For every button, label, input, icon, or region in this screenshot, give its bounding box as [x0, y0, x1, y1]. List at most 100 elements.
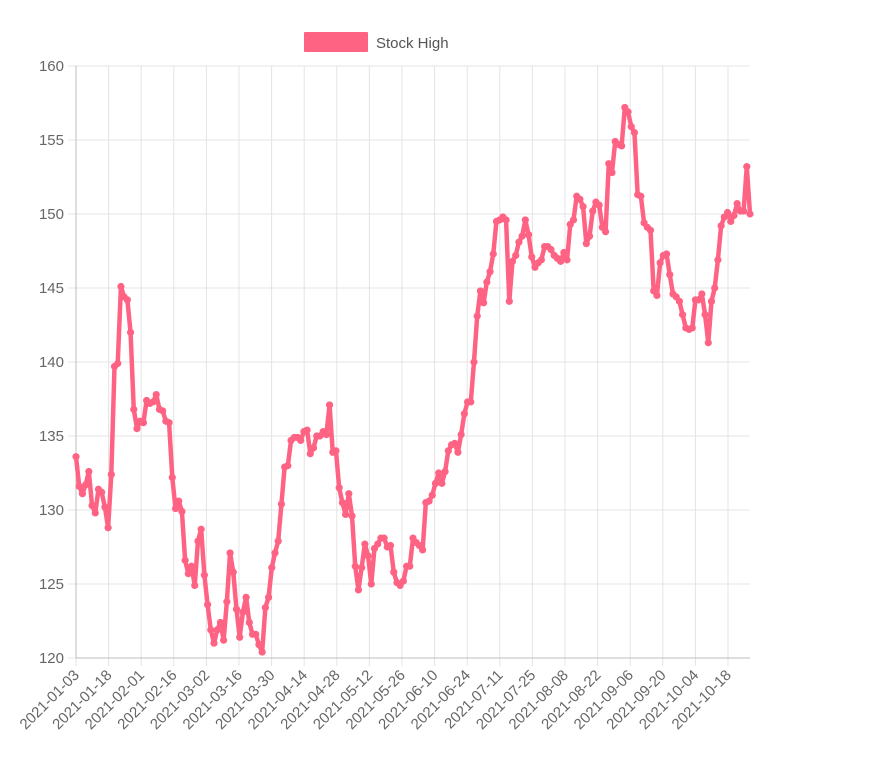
data-point[interactable]: [582, 240, 590, 248]
data-point[interactable]: [245, 618, 253, 627]
data-point[interactable]: [194, 537, 202, 545]
data-point[interactable]: [91, 509, 99, 517]
data-point[interactable]: [139, 419, 147, 427]
data-point[interactable]: [345, 490, 353, 498]
data-point[interactable]: [216, 618, 225, 627]
data-point[interactable]: [521, 216, 529, 224]
data-point[interactable]: [184, 570, 192, 578]
data-point[interactable]: [476, 287, 484, 295]
data-point[interactable]: [528, 253, 536, 261]
data-point[interactable]: [98, 488, 106, 496]
data-point[interactable]: [191, 581, 199, 590]
data-point[interactable]: [187, 562, 196, 570]
data-point[interactable]: [335, 484, 343, 492]
data-point[interactable]: [264, 593, 273, 601]
data-point[interactable]: [637, 192, 645, 200]
data-point[interactable]: [338, 499, 346, 507]
data-point[interactable]: [563, 256, 571, 264]
data-point[interactable]: [220, 636, 228, 644]
data-point[interactable]: [210, 639, 218, 647]
data-point[interactable]: [114, 359, 122, 368]
data-point[interactable]: [733, 200, 741, 208]
data-point[interactable]: [232, 605, 241, 613]
data-point[interactable]: [579, 203, 587, 211]
data-point[interactable]: [175, 497, 183, 505]
data-point[interactable]: [730, 211, 738, 220]
data-point[interactable]: [624, 108, 632, 116]
data-point[interactable]: [223, 598, 231, 606]
data-point[interactable]: [165, 419, 173, 427]
data-point[interactable]: [505, 297, 513, 305]
data-point[interactable]: [348, 512, 356, 520]
data-point[interactable]: [557, 257, 565, 265]
data-point[interactable]: [123, 296, 131, 304]
data-point[interactable]: [82, 481, 90, 489]
data-point[interactable]: [277, 500, 286, 508]
data-point[interactable]: [374, 540, 382, 548]
data-point[interactable]: [159, 407, 167, 415]
data-point[interactable]: [666, 271, 674, 279]
data-point[interactable]: [226, 549, 234, 557]
data-point[interactable]: [390, 568, 398, 576]
data-point[interactable]: [207, 626, 215, 634]
chart-legend[interactable]: Stock High: [304, 32, 449, 52]
data-point[interactable]: [309, 444, 318, 452]
data-point[interactable]: [306, 450, 314, 458]
data-point[interactable]: [608, 168, 616, 177]
data-point[interactable]: [258, 648, 266, 656]
data-point[interactable]: [431, 479, 440, 487]
data-point[interactable]: [88, 501, 96, 510]
data-point[interactable]: [358, 564, 366, 572]
data-point[interactable]: [457, 430, 465, 439]
data-point[interactable]: [361, 540, 369, 548]
data-point[interactable]: [515, 238, 523, 246]
data-point[interactable]: [585, 232, 594, 240]
data-point[interactable]: [441, 467, 449, 476]
legend-swatch-stock-high[interactable]: [304, 32, 368, 52]
data-point[interactable]: [701, 311, 709, 319]
data-point[interactable]: [502, 216, 510, 224]
data-point[interactable]: [78, 490, 87, 498]
data-point[interactable]: [325, 401, 334, 409]
data-point[interactable]: [117, 282, 125, 291]
data-point[interactable]: [152, 390, 160, 399]
data-point[interactable]: [518, 232, 526, 240]
data-point[interactable]: [229, 568, 237, 576]
data-point[interactable]: [85, 467, 93, 476]
legend-label-stock-high[interactable]: Stock High: [376, 35, 449, 52]
data-point[interactable]: [104, 524, 112, 532]
data-point[interactable]: [399, 577, 407, 585]
data-point[interactable]: [547, 245, 555, 254]
data-point[interactable]: [656, 259, 664, 267]
data-point[interactable]: [255, 641, 263, 649]
data-point[interactable]: [560, 248, 568, 257]
data-point[interactable]: [486, 268, 494, 276]
data-point[interactable]: [467, 398, 475, 406]
data-point[interactable]: [419, 546, 427, 554]
data-point[interactable]: [711, 284, 719, 292]
data-point[interactable]: [483, 278, 491, 286]
data-point[interactable]: [662, 250, 671, 258]
data-point[interactable]: [428, 491, 436, 499]
data-point[interactable]: [653, 291, 661, 299]
data-point[interactable]: [704, 339, 712, 347]
data-point[interactable]: [72, 453, 80, 461]
data-point[interactable]: [386, 541, 395, 550]
data-point[interactable]: [367, 580, 375, 588]
data-point[interactable]: [171, 504, 180, 513]
data-point[interactable]: [576, 195, 584, 203]
data-point[interactable]: [695, 296, 703, 304]
data-point[interactable]: [261, 604, 269, 612]
data-point[interactable]: [197, 525, 205, 533]
data-point[interactable]: [239, 608, 247, 616]
data-point[interactable]: [213, 626, 221, 634]
data-point[interactable]: [646, 226, 655, 234]
data-point[interactable]: [203, 601, 212, 609]
data-point[interactable]: [589, 207, 597, 215]
data-point[interactable]: [274, 537, 282, 545]
data-point[interactable]: [698, 290, 706, 298]
data-point[interactable]: [595, 201, 603, 209]
data-point[interactable]: [444, 447, 452, 455]
data-point[interactable]: [679, 311, 687, 319]
data-point[interactable]: [149, 398, 157, 406]
